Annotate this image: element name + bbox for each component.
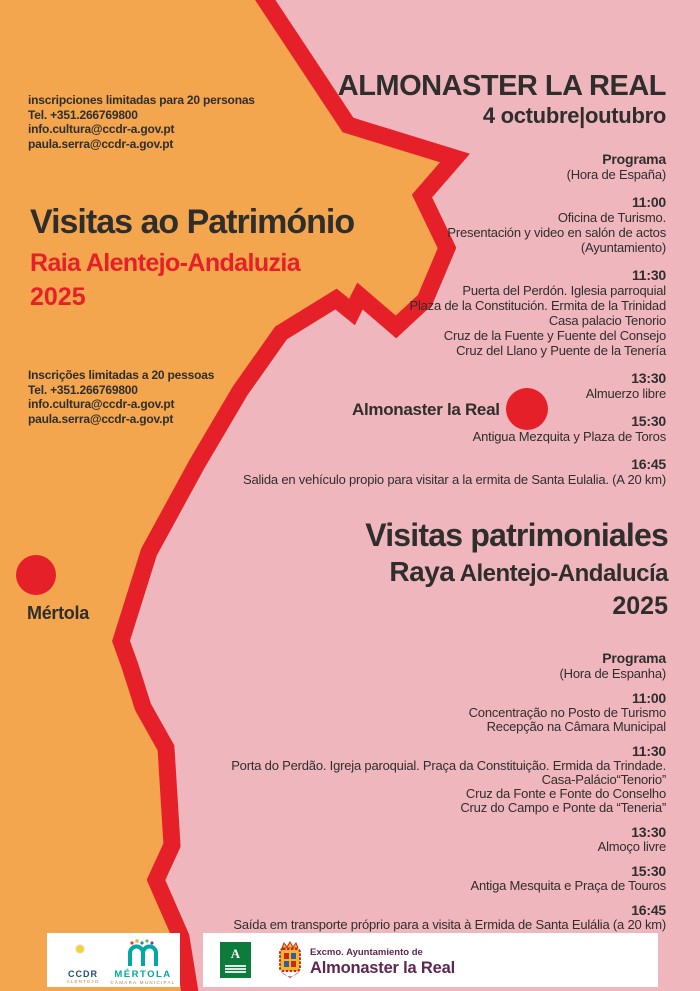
- ccdr-logo-icon: [70, 941, 96, 967]
- almonaster-footer-text: Excmo. Ayuntamiento de Almonaster la Rea…: [310, 948, 455, 976]
- mertola-label: Mértola: [27, 603, 89, 623]
- contact-es-line: paula.serra@ccdr-a.gov.pt: [28, 136, 174, 151]
- program-es-heading: Programa: [602, 151, 666, 167]
- program-line: Casa-Palácio“Tenorio”: [541, 772, 667, 787]
- almonaster-footer-line2: Almonaster la Real: [310, 958, 455, 977]
- program-pt-item: 15:30 Antiga Mesquita e Praça de Touros: [26, 864, 666, 893]
- program-time: 13:30: [631, 824, 666, 840]
- program-line: Antiga Mesquita e Praça de Touros: [470, 878, 666, 893]
- program-time: 16:45: [631, 902, 666, 918]
- program-time: 11:00: [631, 690, 666, 706]
- almonaster-coat-of-arms-icon: [279, 941, 301, 978]
- contact-pt-line: paula.serra@ccdr-a.gov.pt: [28, 411, 174, 426]
- mertola-map-dot: [16, 555, 56, 595]
- program-es-item: 11:30 Puerta del Perdón. Iglesia parroqu…: [26, 267, 666, 359]
- program-pt-subheading: (Hora de Espanha): [559, 666, 667, 681]
- program-line: Oficina de Turismo.: [557, 210, 666, 225]
- contact-pt-line: Tel. +351.266769800: [28, 382, 138, 397]
- program-line: Antigua Mezquita y Plaza de Toros: [472, 429, 667, 444]
- junta-text-bars: [225, 965, 246, 973]
- contact-es-line: info.cultura@ccdr-a.gov.pt: [28, 122, 175, 136]
- year-spanish: 2025: [612, 592, 668, 620]
- program-es-item: 11:00 Oficina de Turismo. Presentación y…: [26, 194, 666, 256]
- header-title: ALMONASTER LA REAL: [337, 70, 667, 102]
- contact-block-es: inscripciones limitadas para 20 personas…: [28, 93, 255, 151]
- program-pt-item: 11:00 Concentração no Posto de Turismo R…: [26, 690, 667, 734]
- subtitle-spanish-rest: Alentejo-Andalucía: [454, 560, 669, 587]
- program-line: Casa palacio Tenorio: [548, 313, 666, 328]
- program-es-item: 15:30 Antigua Mezquita y Plaza de Toros: [26, 413, 667, 445]
- program-time: 13:30: [631, 370, 666, 386]
- program-time: 15:30: [631, 413, 666, 429]
- footer-logos-left: CCDR ALENTEJO MÉRTOLA CÂMARA MUNICIPAL: [47, 933, 180, 987]
- contact-pt-line: info.cultura@ccdr-a.gov.pt: [28, 397, 175, 411]
- mertola-logo-sub: CÂMARA MUNICIPAL: [110, 980, 176, 985]
- contact-block-pt: Inscrições limitadas a 20 pessoas Tel. +…: [28, 368, 214, 426]
- program-line: Cruz de la Fuente y Fuente del Consejo: [443, 328, 666, 343]
- program-time: 11:30: [631, 267, 666, 283]
- program-line: Presentación y video en salón de actos: [447, 225, 666, 240]
- program-line: Recepção na Câmara Municipal: [486, 719, 667, 734]
- subtitle-spanish: Raya Alentejo-Andalucía: [389, 556, 668, 588]
- ccdr-logo-name: CCDR: [68, 969, 98, 979]
- mertola-logo-name: MÉRTOLA: [114, 969, 172, 980]
- contact-pt-line: Inscrições limitadas a 20 pessoas: [28, 368, 215, 382]
- program-line: Almoço livre: [597, 839, 667, 854]
- title-spanish: Visitas patrimoniales: [365, 517, 669, 553]
- program-line: Concentração no Posto de Turismo: [468, 705, 667, 720]
- program-line: Saída em transporte próprio para a visit…: [233, 917, 666, 932]
- program-pt-item: 11:30 Porta do Perdão. Igreja paroquial.…: [26, 744, 666, 815]
- program-line: Almuerzo libre: [585, 386, 666, 401]
- footer-logos-right: A Excmo. Ayuntamiento de Almonaster la R…: [203, 933, 658, 987]
- program-time: 16:45: [631, 456, 666, 472]
- program-es-item: 16:45 Salida en vehículo propio para vis…: [26, 456, 666, 488]
- program-line: (Ayuntamiento): [580, 240, 666, 255]
- program-es-item: 13:30 Almuerzo libre: [26, 370, 666, 402]
- subtitle-spanish-raya: Raya: [389, 556, 455, 587]
- contact-es-line: Tel. +351.266769800: [28, 107, 138, 122]
- almonaster-footer-line1: Excmo. Ayuntamiento de: [310, 947, 423, 958]
- program-pt-item: 16:45 Saída em transporte próprio para a…: [26, 903, 666, 932]
- program-pt-item: 13:30 Almoço livre: [26, 824, 667, 854]
- mertola-logo-icon: [128, 939, 158, 966]
- program-line: Porta do Perdão. Igreja paroquial. Praça…: [231, 758, 666, 773]
- contact-es-line: inscripciones limitadas para 20 personas: [28, 93, 255, 107]
- program-time: 11:30: [631, 743, 666, 759]
- almonaster-label: Almonaster la Real: [352, 400, 500, 419]
- program-portuguese: Programa (Hora de Espanha) 11:00 Concent…: [26, 651, 666, 932]
- program-time: 15:30: [631, 863, 666, 879]
- program-line: Puerta del Perdón. Iglesia parroquial: [462, 283, 666, 298]
- orange-region: [0, 0, 455, 991]
- border-line: [112, 0, 470, 991]
- program-es-subheading: (Hora de España): [566, 167, 667, 182]
- ccdr-logo-sub: ALENTEJO: [66, 979, 100, 984]
- program-line: Salida en vehículo propio para visitar a…: [242, 472, 666, 487]
- program-spanish: Programa (Hora de España) 11:00 Oficina …: [26, 151, 667, 488]
- program-line: Cruz da Fonte e Fonte do Conselho: [465, 786, 666, 801]
- program-pt-heading: Programa: [602, 650, 666, 666]
- junta-andalucia-logo-icon: A: [220, 942, 251, 978]
- program-line: Cruz do Campo e Ponte da “Teneria”: [460, 800, 666, 815]
- subtitle-portuguese: Raia Alentejo-Andaluzia: [30, 249, 301, 277]
- header-date: 4 octubre|outubro: [482, 103, 666, 128]
- almonaster-map-dot: [506, 388, 548, 430]
- title-portuguese: Visitas ao Património: [30, 203, 355, 241]
- program-time: 11:00: [631, 194, 666, 210]
- junta-letter: A: [230, 946, 241, 961]
- year-portuguese: 2025: [30, 283, 86, 311]
- program-line: Plaza de la Constitución. Ermita de la T…: [409, 298, 666, 313]
- program-line: Cruz del Llano y Puente de la Tenería: [456, 343, 666, 358]
